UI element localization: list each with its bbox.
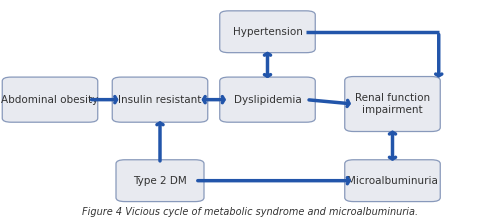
Text: Hypertension: Hypertension	[232, 27, 302, 37]
Text: Microalbuminuria: Microalbuminuria	[347, 176, 438, 186]
FancyBboxPatch shape	[345, 76, 440, 131]
Text: Figure 4 Vicious cycle of metabolic syndrome and microalbuminuria.: Figure 4 Vicious cycle of metabolic synd…	[82, 207, 418, 217]
Text: Insulin resistant: Insulin resistant	[118, 95, 202, 105]
FancyBboxPatch shape	[345, 160, 440, 201]
FancyBboxPatch shape	[112, 77, 208, 122]
FancyBboxPatch shape	[220, 77, 316, 122]
Text: Type 2 DM: Type 2 DM	[133, 176, 187, 186]
Text: Abdominal obesity: Abdominal obesity	[2, 95, 98, 105]
FancyBboxPatch shape	[2, 77, 98, 122]
Text: Renal function
impairment: Renal function impairment	[355, 93, 430, 115]
FancyBboxPatch shape	[220, 11, 316, 53]
FancyBboxPatch shape	[116, 160, 204, 201]
Text: Dyslipidemia: Dyslipidemia	[234, 95, 302, 105]
